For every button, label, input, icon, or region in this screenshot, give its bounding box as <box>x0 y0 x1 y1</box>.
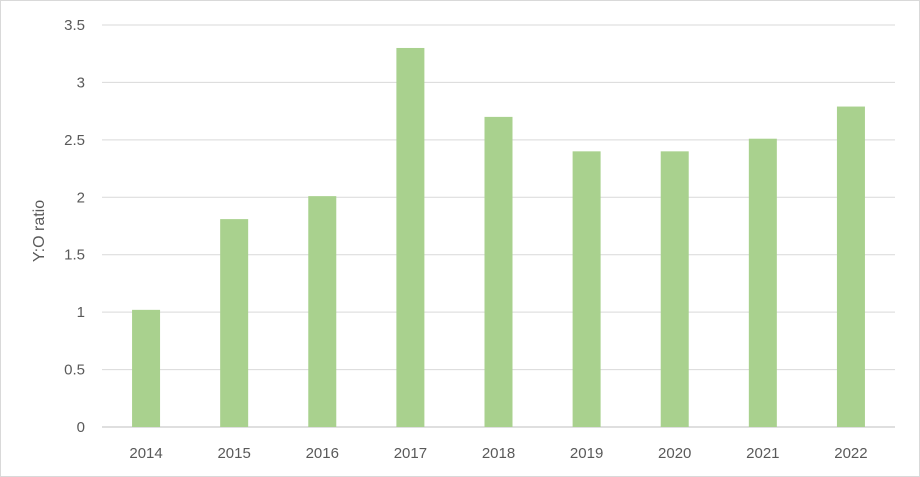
y-axis-ticks: 0 0.5 1 1.5 2 2.5 3 3.5 <box>64 17 85 436</box>
y-tick-label: 1 <box>77 304 85 321</box>
bar-2021 <box>748 138 777 428</box>
y-tick-label: 1.5 <box>64 247 85 264</box>
y-tick-label: 2.5 <box>64 132 85 149</box>
bar-2017 <box>396 47 425 427</box>
bar-2015 <box>220 219 249 427</box>
y-tick-label: 2 <box>77 189 85 206</box>
x-tick-label: 2016 <box>306 445 339 462</box>
y-tick-label: 0 <box>77 419 85 436</box>
bar-2020 <box>660 151 689 428</box>
y-tick-label: 3.5 <box>64 17 85 34</box>
x-tick-label: 2017 <box>394 445 427 462</box>
y-tick-label: 3 <box>77 74 85 91</box>
x-tick-label: 2014 <box>129 445 162 462</box>
x-tick-label: 2022 <box>834 445 867 462</box>
bar-2019 <box>572 151 601 428</box>
bars <box>132 47 865 428</box>
x-tick-label: 2019 <box>570 445 603 462</box>
bar-2018 <box>484 116 513 427</box>
bar-2022 <box>836 106 865 427</box>
x-tick-label: 2020 <box>658 445 691 462</box>
bar-2014 <box>132 309 161 427</box>
x-tick-label: 2021 <box>746 445 779 462</box>
x-tick-label: 2015 <box>217 445 250 462</box>
bar-2016 <box>308 196 337 427</box>
x-tick-label: 2018 <box>482 445 515 462</box>
x-axis-ticks: 2014 2015 2016 2017 2018 2019 2020 2021 2022 <box>129 445 867 462</box>
y-axis-label: Y:O ratio <box>31 200 48 262</box>
y-tick-label: 0.5 <box>64 362 85 379</box>
